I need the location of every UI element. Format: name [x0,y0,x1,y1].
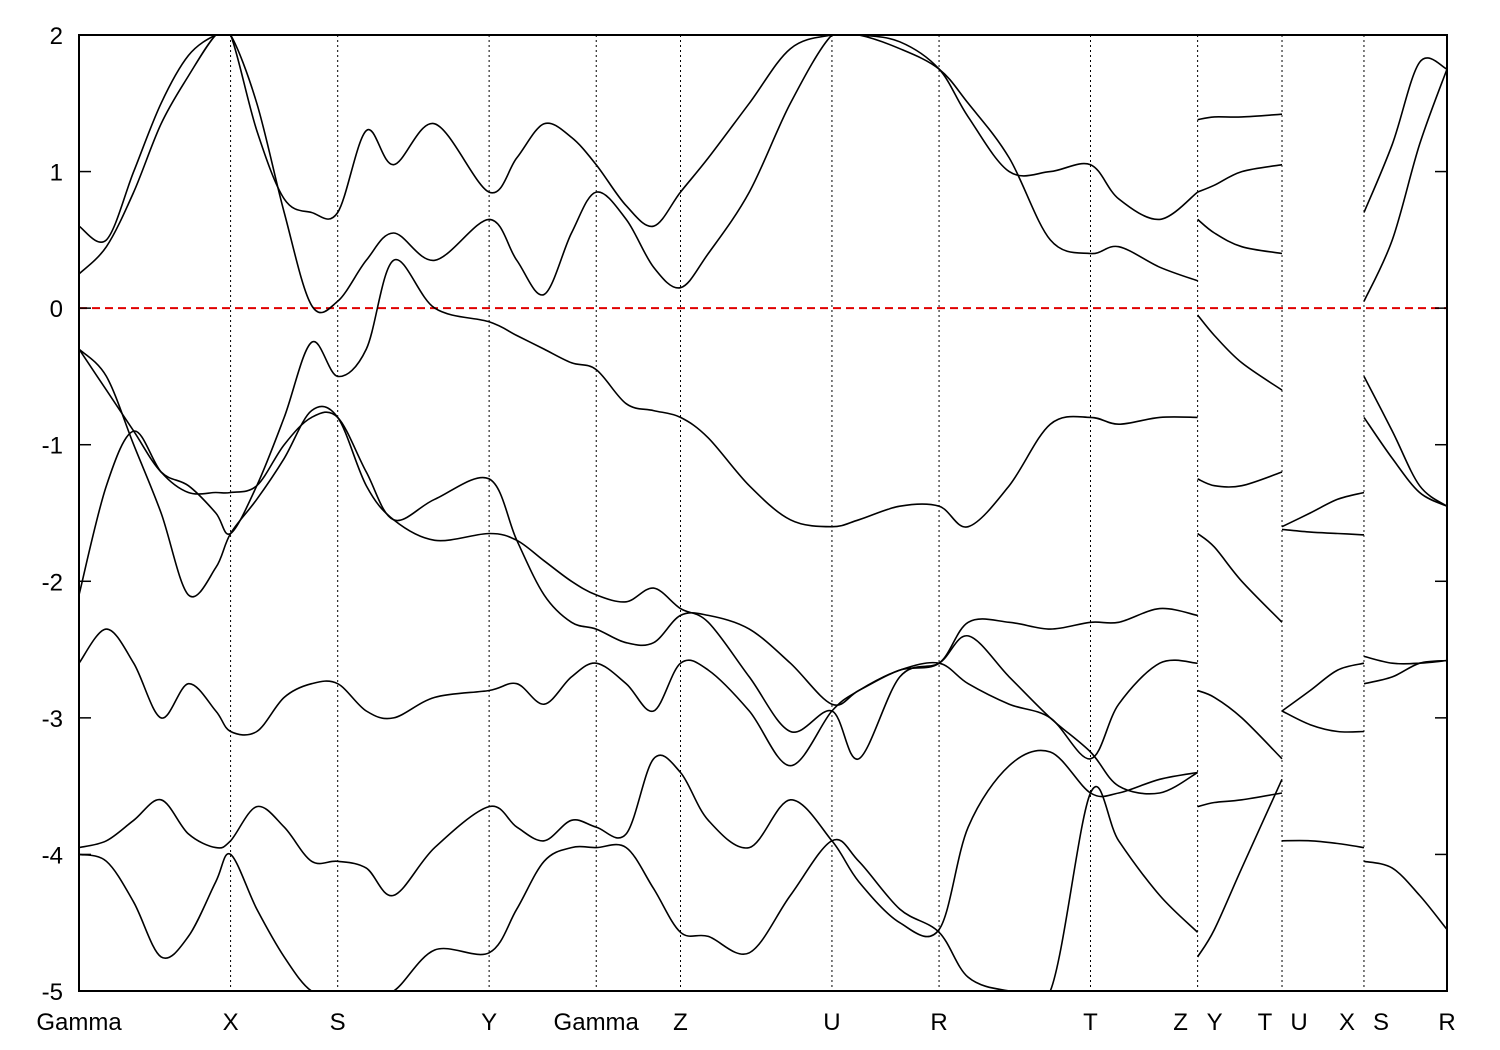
ytick-label-0: -5 [42,979,63,1006]
band-line-5 [79,348,1198,795]
band-line-19 [1281,710,1365,733]
kpoint-label-13: X [1339,1009,1355,1036]
band-line-0 [79,785,1199,991]
band-line-12 [1197,471,1283,488]
kpoint-label-15: R [1438,1009,1455,1036]
kpoint-gridlines [230,35,1365,991]
band-line-3 [79,411,1198,706]
band-line-13 [1196,314,1283,391]
ytick-label-4: -1 [42,433,63,460]
band-line-15 [1197,163,1283,193]
x-axis: Gamma X S Y Gamma Z U R T Z Y T U X S R [36,1009,1455,1036]
ytick-label-3: -2 [42,569,63,596]
band-line-8 [1196,778,1283,958]
kpoint-label-10: Y [1207,1009,1223,1036]
band-line-17 [1281,839,1365,849]
band-line-7 [79,35,1199,314]
band-line-14 [1197,218,1283,255]
plot-frame [78,34,1448,992]
ytick-label-2: -3 [42,706,63,733]
band-line-9 [1197,792,1283,808]
band-line-4 [79,259,1198,536]
band-line-27 [1363,68,1447,302]
ytick-label-5: 0 [50,296,63,323]
band-line-20 [1281,491,1365,528]
kpoint-label-7: R [930,1009,947,1036]
ytick-label-7: 2 [50,23,63,50]
kpoint-label-3: Y [481,1009,497,1036]
kpoint-label-2: S [330,1009,346,1036]
band-line-28 [1363,57,1447,213]
ytick-label-1: -4 [42,842,63,869]
band-line-16 [1197,113,1283,121]
y-axis: -5 -4 -3 -2 -1 0 1 2 [42,23,1447,1006]
band-line-6 [79,35,1198,282]
band-line-21 [1281,528,1365,536]
band-line-22 [1363,860,1447,931]
kpoint-label-6: U [823,1009,840,1036]
band-line-18 [1281,662,1365,712]
band-line-25 [1363,416,1447,507]
kpoint-label-1: X [223,1009,239,1036]
band-line-26 [1363,376,1447,507]
band-line-11 [1197,532,1283,623]
kpoint-label-9: Z [1173,1009,1188,1036]
kpoint-label-0: Gamma [36,1009,122,1036]
band-line-23 [1363,659,1447,685]
band-line-24 [1363,655,1447,665]
kpoint-label-4: Gamma [554,1009,640,1036]
kpoint-label-12: U [1290,1009,1307,1036]
band-lines [79,35,1447,991]
kpoint-label-8: T [1083,1009,1098,1036]
kpoint-label-5: Z [673,1009,688,1036]
band-line-1 [79,749,1198,938]
band-line-2 [79,628,1198,767]
band-line-10 [1197,689,1283,760]
kpoint-label-11: T [1258,1009,1273,1036]
kpoint-label-14: S [1373,1009,1389,1036]
ytick-label-6: 1 [50,160,63,187]
